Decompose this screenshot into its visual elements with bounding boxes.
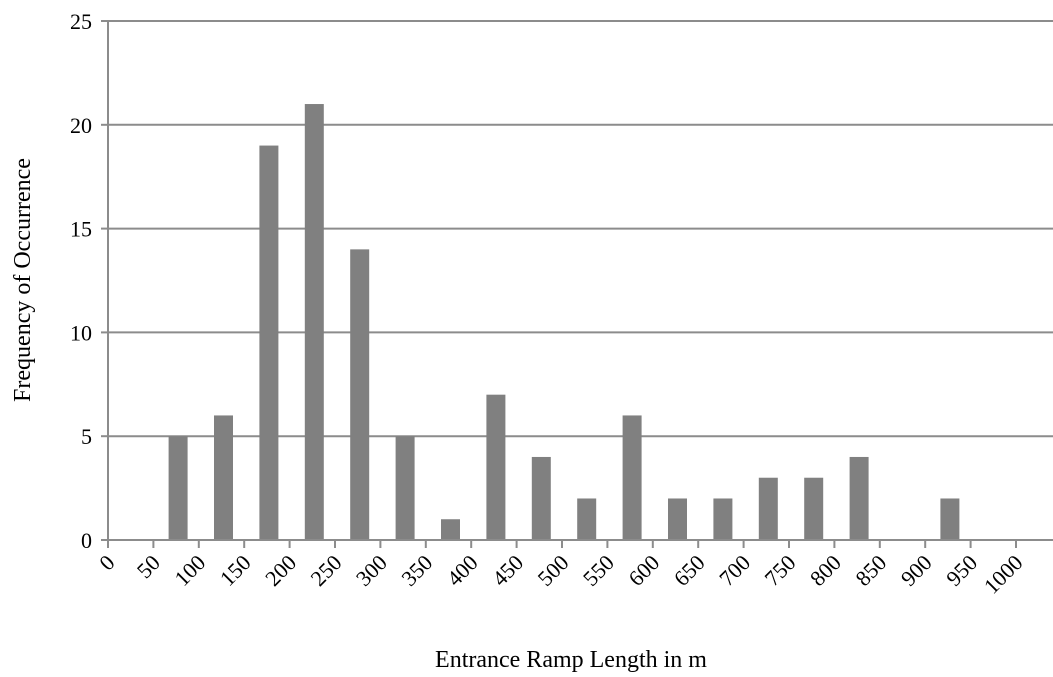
y-tick-label: 20	[70, 113, 92, 138]
bar-50	[168, 436, 188, 540]
bar-500	[577, 498, 597, 540]
x-tick-label: 0	[94, 550, 119, 575]
bar-750	[804, 477, 824, 540]
x-tick-label: 400	[442, 550, 483, 591]
x-tick-label: 950	[941, 550, 982, 591]
x-tick-labels: 0 50 100 150 200 250 300 350 400 450 500 550 600 650 7…	[94, 550, 1027, 599]
x-tick-label: 50	[132, 550, 165, 583]
x-tick-label: 500	[533, 550, 574, 591]
bar-350	[441, 519, 460, 540]
axes	[101, 20, 1053, 548]
x-tick-label: 450	[487, 550, 528, 591]
bar-700	[758, 477, 778, 540]
bar-900	[940, 498, 960, 540]
x-tick-label: 800	[805, 550, 846, 591]
x-tick-label: 100	[169, 550, 210, 591]
bar-200	[304, 104, 324, 540]
y-tick-label: 5	[81, 424, 92, 449]
x-tick-label: 300	[351, 550, 392, 591]
bar-800	[849, 456, 869, 540]
y-tick-labels: 0 5 10 15 20 25	[70, 9, 92, 553]
bar-400	[486, 394, 506, 540]
x-tick-label: 250	[306, 550, 347, 591]
bar-650	[713, 498, 733, 540]
gridlines	[108, 20, 1053, 438]
y-tick-label: 25	[70, 9, 92, 34]
bar-250	[350, 249, 370, 541]
x-tick-label: 850	[850, 550, 891, 591]
x-tick-label: 900	[896, 550, 937, 591]
x-tick-label: 200	[260, 550, 301, 591]
y-tick-label: 0	[81, 528, 92, 553]
bar-450	[531, 456, 551, 540]
x-axis-title: Entrance Ramp Length in m	[435, 647, 707, 673]
bar-300	[395, 436, 415, 540]
x-tick-label: 1000	[979, 550, 1028, 599]
x-tick-label: 600	[623, 550, 664, 591]
x-tick-label: 750	[760, 550, 801, 591]
bar-150	[259, 145, 279, 540]
x-tick-label: 350	[396, 550, 437, 591]
bars	[168, 104, 960, 541]
x-tick-label: 150	[215, 550, 256, 591]
bar-100	[214, 415, 233, 540]
x-tick-label: 700	[714, 550, 755, 591]
x-tick-label: 550	[578, 550, 619, 591]
y-axis-title: Frequency of Occurrence	[10, 158, 36, 402]
bar-600	[668, 498, 687, 540]
x-tick-label: 650	[669, 550, 710, 591]
bar-550	[622, 415, 642, 540]
y-tick-label: 15	[70, 217, 92, 242]
y-tick-label: 10	[70, 320, 92, 345]
